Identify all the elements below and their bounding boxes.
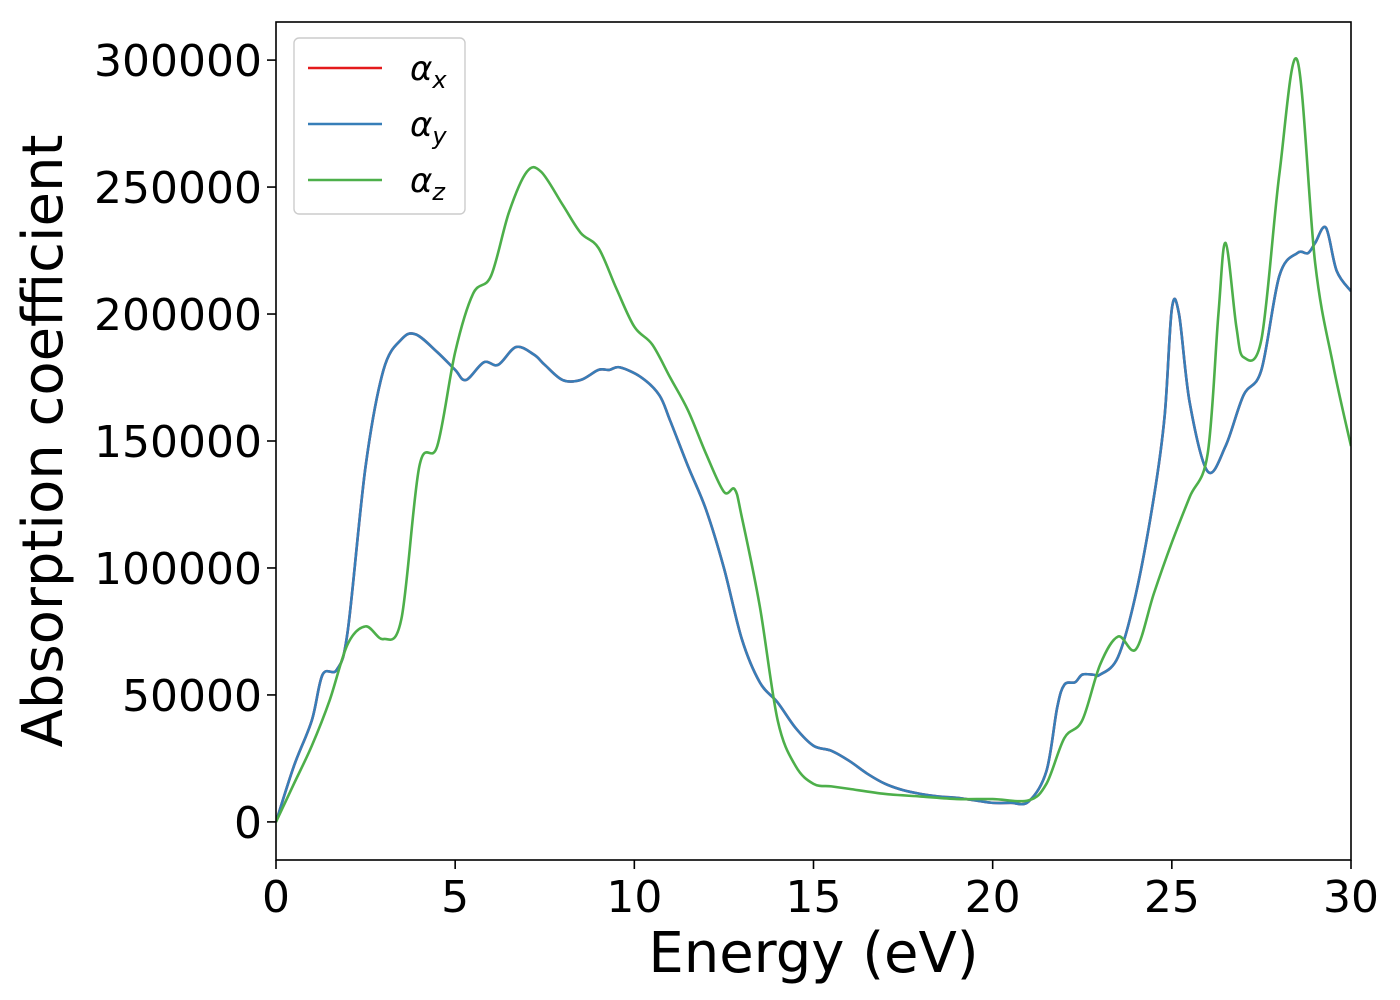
x-tick-label: 15 bbox=[786, 872, 842, 923]
series-lines bbox=[276, 57, 1351, 823]
x-tick-label: 10 bbox=[606, 872, 662, 923]
legend-entry-y: αy bbox=[410, 105, 447, 150]
x-axis-label: Energy (eV) bbox=[648, 921, 978, 986]
series-line-x bbox=[276, 225, 1351, 823]
x-tick-label: 25 bbox=[1144, 872, 1200, 923]
y-axis: 0 50000 100000 150000 200000 250000 300000 bbox=[94, 36, 276, 849]
legend-entry-x: αx bbox=[410, 49, 447, 94]
x-tick-label: 30 bbox=[1323, 872, 1379, 923]
series-line-z bbox=[276, 57, 1351, 823]
y-axis-label: Absorption coefficient bbox=[11, 135, 76, 748]
x-tick-label: 5 bbox=[441, 872, 469, 923]
y-tick-label: 0 bbox=[234, 798, 262, 849]
legend-box bbox=[293, 37, 466, 215]
legend-entry-z: αz bbox=[410, 161, 446, 206]
y-tick-label: 200000 bbox=[94, 290, 262, 341]
y-tick-label: 150000 bbox=[94, 417, 262, 468]
legend: αx αy αz bbox=[293, 37, 466, 215]
x-axis: 0 5 10 15 20 25 30 bbox=[262, 860, 1379, 923]
y-tick-label: 300000 bbox=[94, 36, 262, 87]
x-tick-label: 0 bbox=[262, 872, 290, 923]
series-line-y bbox=[276, 225, 1351, 823]
x-tick-label: 20 bbox=[965, 872, 1021, 923]
y-tick-label: 250000 bbox=[94, 163, 262, 214]
y-tick-label: 100000 bbox=[94, 544, 262, 595]
y-tick-label: 50000 bbox=[122, 671, 262, 722]
